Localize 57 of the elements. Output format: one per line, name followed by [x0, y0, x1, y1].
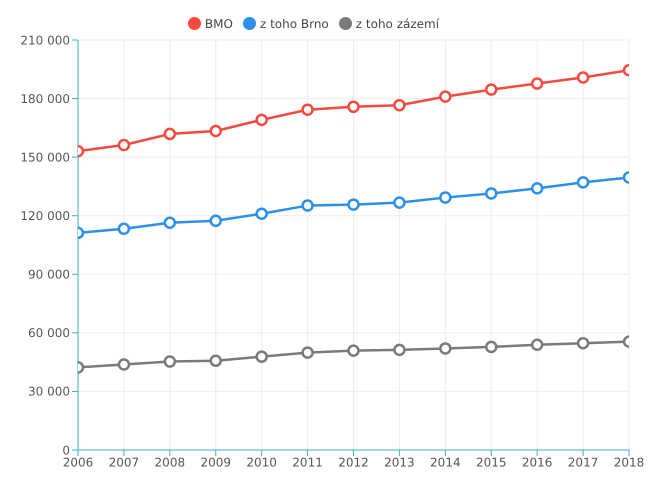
x-tick-label: 2014 — [430, 456, 461, 470]
point — [255, 350, 268, 363]
point — [347, 198, 360, 211]
point — [164, 216, 176, 229]
point — [255, 114, 268, 126]
point — [485, 187, 498, 200]
point — [393, 196, 406, 209]
y-tick-label: 60 000 — [28, 326, 70, 340]
point — [347, 344, 360, 357]
x-tick-label: 2013 — [384, 456, 415, 470]
point — [530, 338, 544, 352]
y-tick-label: 0 — [62, 443, 70, 458]
x-tick-label: 2018 — [614, 456, 644, 470]
x-tick-label: 2017 — [568, 456, 598, 470]
point — [530, 182, 544, 195]
x-tick-label: 2006 — [62, 456, 94, 470]
y-tick-label: 180 000 — [20, 92, 70, 106]
y-tick-label: 210 000 — [20, 33, 70, 48]
point — [255, 208, 268, 220]
legend-label: z toho zázemí — [356, 17, 440, 31]
x-tick-label: 2012 — [338, 456, 369, 470]
y-tick-label: 30 000 — [28, 384, 70, 399]
point — [210, 124, 222, 138]
y-tick-label: 120 000 — [20, 208, 70, 223]
point — [301, 103, 314, 116]
x-tick-label: 2011 — [292, 456, 323, 470]
x-tick-label: 2007 — [108, 456, 140, 470]
x-tick-label: 2010 — [246, 456, 277, 470]
point — [210, 354, 222, 368]
point — [118, 138, 130, 152]
point — [576, 71, 590, 84]
point — [439, 191, 452, 204]
point — [530, 77, 544, 90]
point — [576, 336, 590, 350]
x-tick-label: 2016 — [522, 456, 552, 470]
point — [210, 214, 222, 228]
point — [485, 340, 498, 354]
point — [439, 90, 452, 103]
point — [164, 128, 176, 140]
x-tick-label: 2008 — [154, 456, 186, 470]
legend-label: z toho Brno — [260, 17, 329, 31]
point — [301, 346, 314, 359]
point — [439, 342, 452, 355]
x-tick-label: 2009 — [200, 456, 232, 470]
x-tick-label: 2015 — [476, 456, 507, 470]
point — [576, 176, 590, 189]
point — [301, 199, 314, 212]
y-tick-label: 90 000 — [28, 268, 70, 282]
point — [164, 355, 176, 368]
point — [393, 98, 406, 112]
point — [485, 83, 498, 96]
y-tick-label: 150 000 — [20, 150, 70, 164]
point — [118, 222, 130, 236]
legend-label: BMO — [204, 17, 233, 31]
point — [393, 344, 406, 356]
point — [347, 100, 360, 114]
point — [118, 358, 130, 371]
